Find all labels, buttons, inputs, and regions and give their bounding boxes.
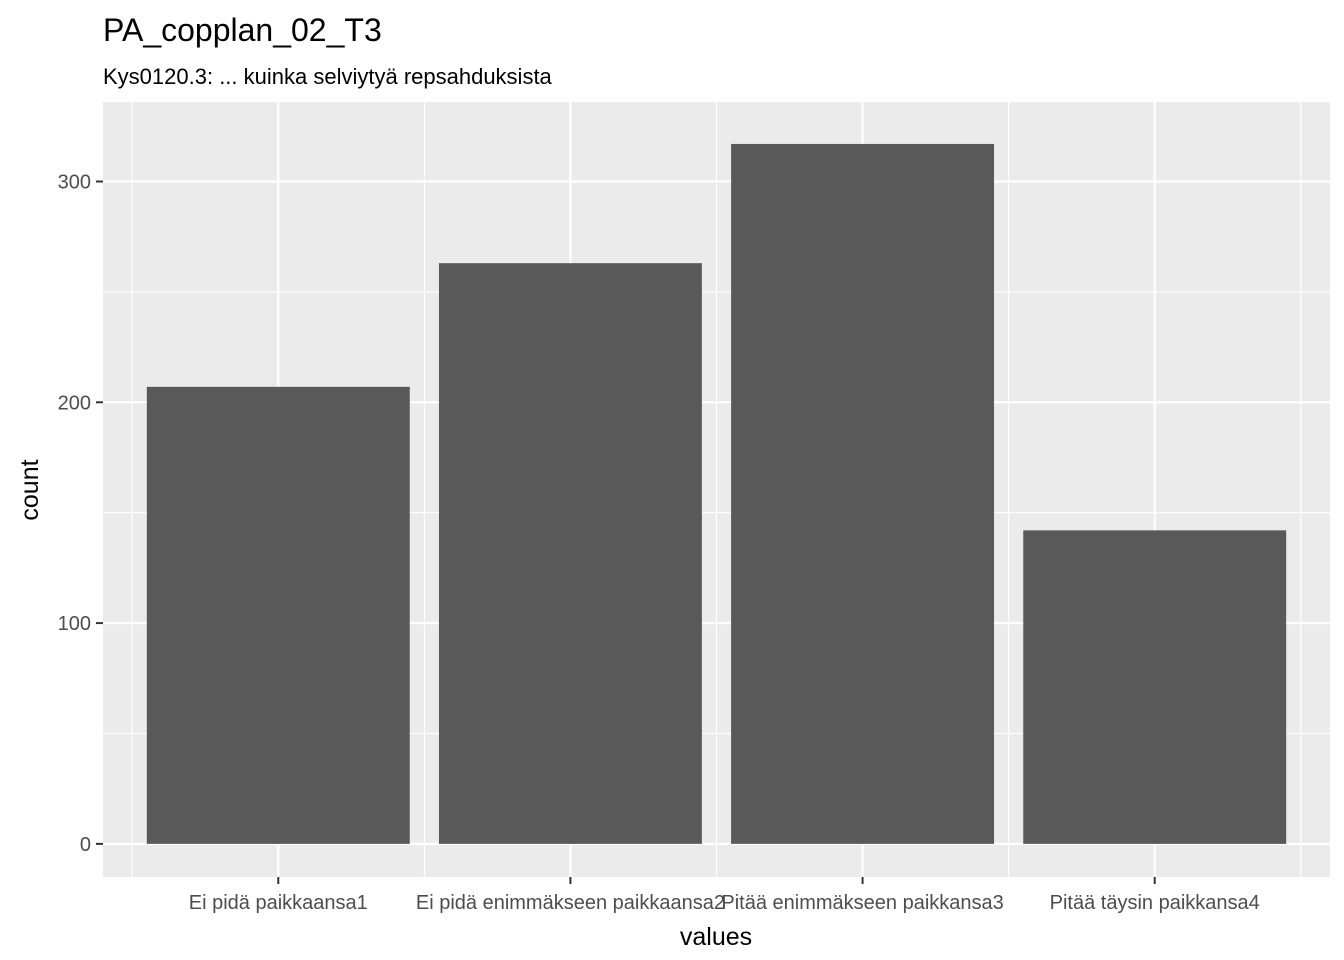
y-tick-label-1: 100 <box>58 613 91 635</box>
bar-3 <box>731 143 995 844</box>
chart-title: PA_copplan_02_T3 <box>103 12 382 48</box>
y-axis: 0 100 200 300 <box>58 171 103 856</box>
x-tick-label-2: Ei pidä enimmäkseen paikkaansa2 <box>416 892 725 914</box>
y-tick-label-2: 200 <box>58 392 91 414</box>
y-axis-title: count <box>16 459 44 520</box>
x-axis: Ei pidä paikkaansa1 Ei pidä enimmäkseen p… <box>189 877 1260 914</box>
bar-4 <box>1023 530 1287 844</box>
bars <box>146 143 1287 844</box>
x-tick-label-1: Ei pidä paikkaansa1 <box>189 892 368 914</box>
bar-2 <box>438 263 702 844</box>
x-tick-label-3: Pitää enimmäkseen paikkansa3 <box>721 892 1003 914</box>
chart-subtitle: Kys0120.3: ... kuinka selviytyä repsahdu… <box>103 64 553 89</box>
x-axis-title: values <box>680 923 752 951</box>
x-tick-label-4: Pitää täysin paikkansa4 <box>1050 892 1260 914</box>
y-tick-label-0: 0 <box>80 834 91 856</box>
y-tick-label-3: 300 <box>58 171 91 193</box>
bar-1 <box>146 386 410 844</box>
